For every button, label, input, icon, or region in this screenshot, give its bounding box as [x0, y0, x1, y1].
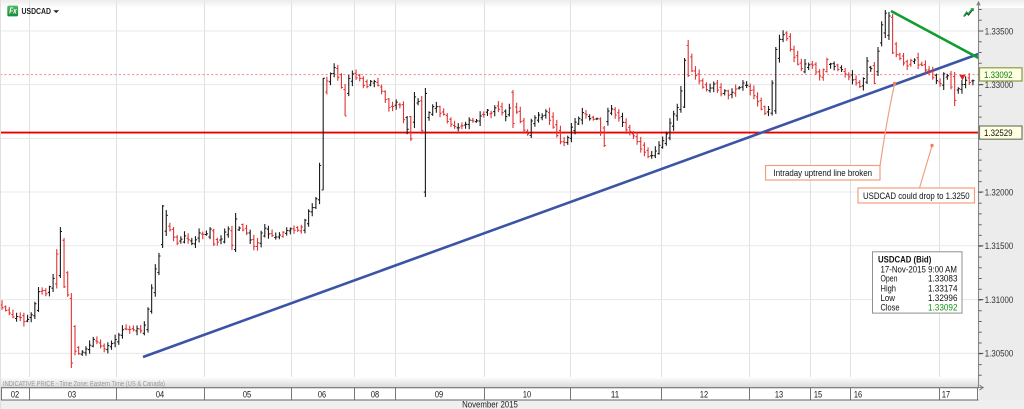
- svg-text:11: 11: [611, 389, 619, 399]
- svg-text:10: 10: [523, 389, 531, 399]
- svg-text:03: 03: [68, 389, 76, 399]
- svg-text:Fx: Fx: [9, 7, 17, 16]
- svg-text:1.33092: 1.33092: [984, 70, 1013, 80]
- svg-text:Low: Low: [881, 293, 896, 303]
- svg-text:1.32996: 1.32996: [928, 293, 958, 303]
- svg-text:1.33092: 1.33092: [928, 302, 958, 312]
- svg-text:1.33000: 1.33000: [985, 80, 1013, 90]
- svg-text:Open: Open: [881, 274, 898, 284]
- svg-text:12: 12: [700, 389, 708, 399]
- svg-text:05: 05: [243, 389, 251, 399]
- svg-text:Close: Close: [881, 302, 900, 312]
- svg-text:High: High: [881, 283, 897, 293]
- svg-text:09: 09: [435, 389, 443, 399]
- svg-text:16: 16: [854, 389, 862, 399]
- svg-text:1.32529: 1.32529: [984, 128, 1013, 138]
- svg-text:1.33500: 1.33500: [985, 26, 1013, 36]
- svg-text:Intraday uptrend line broken: Intraday uptrend line broken: [774, 168, 873, 178]
- svg-text:06: 06: [318, 389, 326, 399]
- svg-text:USDCAD (Bid): USDCAD (Bid): [878, 255, 931, 265]
- svg-text:USDCAD could drop to 1.3250: USDCAD could drop to 1.3250: [863, 191, 970, 201]
- svg-text:17-Nov-2015 9:00 AM: 17-Nov-2015 9:00 AM: [881, 264, 957, 274]
- svg-text:1.31500: 1.31500: [985, 241, 1013, 251]
- svg-text:November 2015: November 2015: [462, 400, 518, 409]
- svg-text:1.30500: 1.30500: [985, 349, 1013, 359]
- svg-text:13: 13: [775, 389, 783, 399]
- svg-text:08: 08: [371, 389, 379, 399]
- svg-text:1.32000: 1.32000: [985, 187, 1013, 197]
- svg-text:1.33174: 1.33174: [928, 283, 958, 293]
- svg-text:04: 04: [156, 389, 164, 399]
- svg-text:1.31000: 1.31000: [985, 295, 1013, 305]
- svg-text:02: 02: [11, 389, 19, 399]
- svg-text:15: 15: [814, 389, 822, 399]
- svg-text:1.33083: 1.33083: [928, 274, 958, 284]
- svg-text:INDICATIVE PRICE - Time Zone:: INDICATIVE PRICE - Time Zone: Eastern Ti…: [3, 379, 165, 388]
- svg-text:17: 17: [942, 389, 950, 399]
- svg-text:USDCAD: USDCAD: [22, 6, 52, 16]
